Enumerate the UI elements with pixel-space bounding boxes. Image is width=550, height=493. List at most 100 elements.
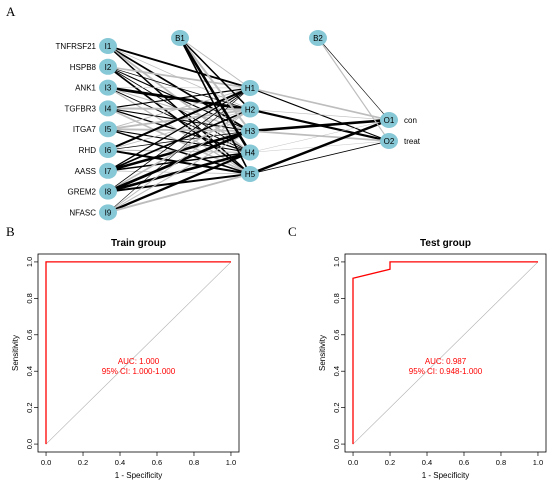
input-node-i7-label: I7 <box>105 167 112 176</box>
roc-plot-test: Test group 0.0 0.2 0.4 0.6 0.8 1.0 0.0 0.2 0.4 0.6… <box>318 238 547 480</box>
panel-letter-c: C <box>288 224 297 239</box>
network-nodes: I1 TNFRSF21 I2 HSPB8 I3 ANK1 I4 TGFBR3 I5 ITGA7 I6… <box>56 30 421 221</box>
x-tick-label: 0.0 <box>41 458 51 467</box>
input-node-i7 <box>99 162 117 179</box>
auc-value: AUC: 0.987 <box>425 357 467 366</box>
input-node-i3-label: I3 <box>105 84 112 93</box>
edge-h3-o2 <box>249 130 390 142</box>
edge-b1-h4 <box>178 37 252 154</box>
hidden-node-h5-label: H5 <box>245 170 256 179</box>
bias-node-b2-label: B2 <box>313 34 323 43</box>
auc-value: AUC: 1.000 <box>118 357 160 366</box>
x-tick-label: 1.0 <box>533 458 543 467</box>
edge-h3-o1 <box>249 118 390 133</box>
edge-i9-h3 <box>107 130 251 213</box>
y-tick-label: 0.6 <box>25 330 34 340</box>
x-tick-label: 0.2 <box>385 458 395 467</box>
output-node-o1 <box>380 112 398 128</box>
x-tick-label: 0.0 <box>348 458 358 467</box>
edge-i2-h1 <box>107 65 251 89</box>
y-tick-label: 0.0 <box>332 439 341 449</box>
y-tick-label: 0.8 <box>25 293 34 303</box>
roc-plot-train: Train group 0.0 0.2 0.4 0.6 0.8 1.0 0.0 0.2 0.4 0.… <box>11 238 240 480</box>
auc-confidence-interval: 95% CI: 1.000-1.000 <box>102 367 176 376</box>
edge-b1-h5 <box>179 37 251 175</box>
edge-h1-o1 <box>249 87 390 121</box>
input-node-i5 <box>99 121 117 138</box>
gene-label-grem2: GREM2 <box>68 188 97 197</box>
neural-network-diagram: I1 TNFRSF21 I2 HSPB8 I3 ANK1 I4 TGFBR3 I5 ITGA7 I6… <box>56 30 421 221</box>
network-edges <box>107 37 390 214</box>
input-node-i2 <box>99 58 117 75</box>
plot-title: Train group <box>111 238 166 249</box>
gene-label-rhd: RHD <box>79 146 97 155</box>
output-node-o2 <box>380 133 398 149</box>
x-tick-label: 0.4 <box>115 458 125 467</box>
edge-i9-h5 <box>107 173 251 214</box>
x-tick-label: 0.6 <box>152 458 162 467</box>
edge-h5-o2 <box>249 140 390 175</box>
edge-b2-o1 <box>317 37 390 121</box>
y-tick-label: 0.6 <box>332 330 341 340</box>
output-node-o2-label: O2 <box>384 137 395 146</box>
gene-label-hspb8: HSPB8 <box>70 63 97 72</box>
y-tick-label: 0.4 <box>332 366 341 376</box>
y-axis-label: Sensitivity <box>11 335 20 371</box>
edge-b1-h2 <box>179 37 251 111</box>
input-node-i2-label: I2 <box>105 63 112 72</box>
edge-h4-o1 <box>249 119 390 153</box>
y-tick-label: 0.0 <box>25 439 34 449</box>
edge-h5-o1 <box>249 118 390 176</box>
hidden-node-h4 <box>241 144 259 161</box>
plot-title: Test group <box>420 238 471 249</box>
edge-i9-h1 <box>107 87 251 213</box>
x-tick-label: 0.8 <box>496 458 506 467</box>
x-tick-label: 1.0 <box>226 458 236 467</box>
plot-frame <box>37 253 240 453</box>
roc-curve <box>45 261 231 445</box>
x-axis-label: 1 - Specificity <box>115 471 163 480</box>
hidden-node-h1 <box>241 80 259 96</box>
edge-i1-h1 <box>107 45 251 89</box>
gene-label-ank1: ANK1 <box>75 84 96 93</box>
panel-letter-b: B <box>6 224 15 239</box>
panel-letter-a: A <box>6 4 16 19</box>
bias-node-b1 <box>171 30 189 46</box>
y-tick-label: 0.8 <box>332 293 341 303</box>
edge-i5-h1 <box>107 87 251 130</box>
input-node-i6-label: I6 <box>105 146 112 155</box>
input-node-i1-label: I1 <box>105 42 112 51</box>
gene-label-aass: AASS <box>75 167 96 176</box>
reference-diagonal <box>45 261 232 445</box>
hidden-node-h3-label: H3 <box>245 127 256 136</box>
y-axis-label: Sensitivity <box>318 335 327 371</box>
plot-frame <box>344 253 547 453</box>
y-tick-label: 1.0 <box>25 257 34 267</box>
x-tick-label: 0.2 <box>78 458 88 467</box>
edge-b1-h3 <box>179 37 251 132</box>
gene-label-nfasc: NFASC <box>69 208 96 217</box>
hidden-node-h4-label: H4 <box>245 149 256 158</box>
output-node-o1-label: O1 <box>384 116 395 125</box>
x-axis-label: 1 - Specificity <box>422 471 470 480</box>
edge-b1-h1 <box>179 37 251 89</box>
reference-diagonal <box>352 261 539 445</box>
gene-label-tgfbr3: TGFBR3 <box>64 104 96 113</box>
edge-i9-h4 <box>107 151 251 214</box>
edge-i4-h1 <box>107 87 251 109</box>
y-tick-label: 0.4 <box>25 366 34 376</box>
input-node-i4-label: I4 <box>105 104 112 113</box>
x-tick-label: 0.8 <box>189 458 199 467</box>
input-node-i9 <box>99 204 117 221</box>
output-label-treat: treat <box>404 137 421 146</box>
hidden-node-h1-label: H1 <box>245 84 256 93</box>
roc-curve <box>352 261 538 445</box>
input-node-i6 <box>99 142 117 158</box>
x-tick-label: 0.4 <box>422 458 432 467</box>
edge-i8-h1 <box>107 87 251 192</box>
y-tick-label: 0.2 <box>25 402 34 412</box>
input-node-i4 <box>99 100 117 117</box>
bias-node-b1-label: B1 <box>175 34 185 43</box>
edge-h2-o1 <box>249 109 390 121</box>
